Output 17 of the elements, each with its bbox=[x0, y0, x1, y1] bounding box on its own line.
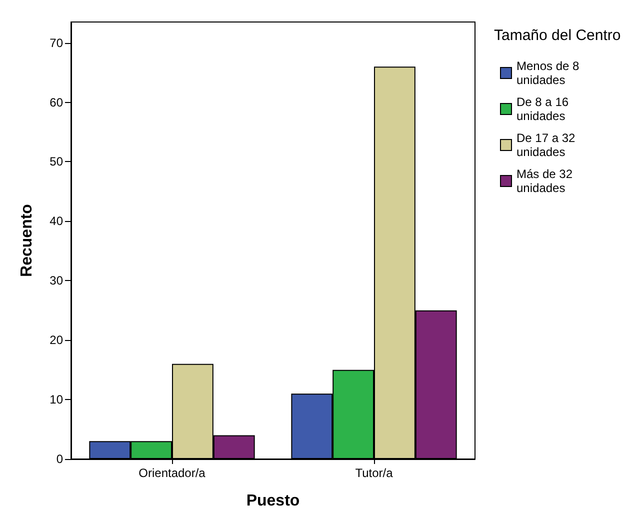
y-tick-label: 40 bbox=[50, 214, 64, 228]
y-tick-label: 70 bbox=[50, 36, 64, 50]
y-tick-label: 0 bbox=[56, 452, 64, 466]
x-tick-label: Orientador/a bbox=[138, 466, 206, 480]
y-axis-title: Recuento bbox=[18, 204, 36, 277]
x-axis-title: Puesto bbox=[246, 492, 300, 510]
y-tick-label: 50 bbox=[50, 154, 64, 169]
legend-label: Menos de 8 unidades bbox=[516, 59, 583, 87]
legend-label: De 17 a 32 unidades bbox=[516, 131, 579, 159]
y-tick-label: 20 bbox=[50, 333, 64, 348]
legend-title: Tamaño del Centro bbox=[494, 27, 621, 44]
y-tick-label: 10 bbox=[50, 392, 64, 407]
legend-label: De 8 a 16 unidades bbox=[516, 95, 572, 123]
legend-label: Más de 32 unidades bbox=[516, 167, 576, 195]
y-tick-label: 60 bbox=[50, 95, 64, 110]
x-tick-label: Tutor/a bbox=[355, 466, 394, 480]
y-tick-label: 30 bbox=[50, 274, 64, 288]
